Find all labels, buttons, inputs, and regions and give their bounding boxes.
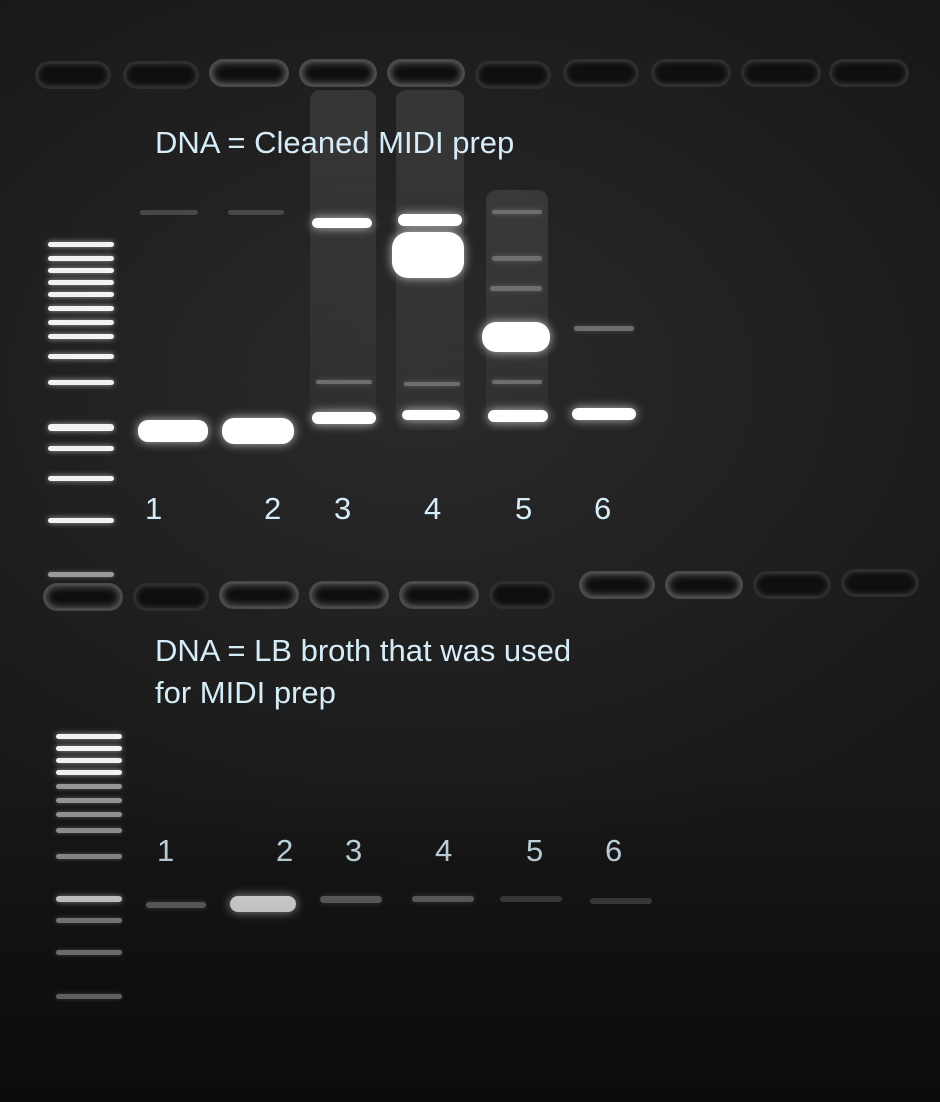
- band: [230, 896, 296, 912]
- ladder-band: [56, 734, 122, 739]
- ladder-band: [48, 268, 114, 273]
- band: [222, 418, 294, 444]
- bottom-lane-label-1: 1: [157, 833, 175, 868]
- ladder-band: [56, 994, 122, 999]
- well: [402, 584, 476, 606]
- ladder-band: [56, 770, 122, 775]
- bottom-lane-label-2: 2: [276, 833, 294, 868]
- band: [312, 218, 372, 228]
- top-lane-label-1: 1: [145, 491, 163, 526]
- top-lane-label-4: 4: [424, 491, 442, 526]
- band: [312, 412, 376, 424]
- band: [488, 410, 548, 422]
- well: [302, 62, 374, 84]
- ladder-band: [48, 518, 114, 523]
- top-lane-label-2: 2: [264, 491, 282, 526]
- well: [744, 62, 818, 84]
- top-lane-label-3: 3: [334, 491, 352, 526]
- top-lane-label-5: 5: [515, 491, 533, 526]
- well: [136, 586, 206, 608]
- well: [566, 62, 636, 84]
- ladder-band: [48, 320, 114, 325]
- ladder-band: [56, 828, 122, 833]
- bottom-lane-label-5: 5: [526, 833, 544, 868]
- well: [832, 62, 906, 84]
- well: [844, 572, 916, 594]
- top-lane-label-6: 6: [594, 491, 612, 526]
- band: [412, 896, 474, 902]
- ladder-band: [48, 424, 114, 431]
- ladder-band: [56, 854, 122, 859]
- smear: [486, 190, 548, 430]
- band: [146, 902, 206, 908]
- bottom-caption-line-1: DNA = LB broth that was used: [155, 633, 572, 668]
- band: [392, 232, 464, 278]
- band: [574, 326, 634, 331]
- ladder-band: [48, 476, 114, 481]
- smear: [310, 90, 376, 430]
- band: [572, 408, 636, 420]
- ladder-band: [48, 256, 114, 261]
- band: [490, 286, 542, 291]
- well: [492, 584, 552, 606]
- ladder-band: [48, 572, 114, 577]
- ladder-band: [56, 746, 122, 751]
- ladder-band: [48, 242, 114, 247]
- well: [654, 62, 728, 84]
- well: [756, 574, 828, 596]
- top-caption: DNA = Cleaned MIDI prep: [155, 125, 515, 160]
- ladder-band: [56, 784, 122, 789]
- band: [404, 382, 460, 386]
- band: [140, 210, 198, 215]
- band: [590, 898, 652, 904]
- band: [500, 896, 562, 902]
- band: [228, 210, 284, 215]
- ladder-band: [48, 354, 114, 359]
- band: [320, 896, 382, 903]
- ladder-band: [56, 896, 122, 902]
- well: [222, 584, 296, 606]
- well: [668, 574, 740, 596]
- band: [138, 420, 208, 442]
- ladder-band: [48, 306, 114, 311]
- band: [482, 322, 550, 352]
- ladder-band: [56, 950, 122, 955]
- well: [38, 64, 108, 86]
- bottom-lane-label-6: 6: [605, 833, 623, 868]
- ladder-band: [48, 446, 114, 451]
- well: [390, 62, 462, 84]
- ladder-band: [56, 812, 122, 817]
- bottom-caption-line-2: for MIDI prep: [155, 675, 336, 710]
- ladder-band: [56, 758, 122, 763]
- well: [478, 64, 548, 86]
- band: [492, 210, 542, 214]
- band: [402, 410, 460, 420]
- ladder-band: [48, 334, 114, 339]
- ladder-band: [48, 380, 114, 385]
- ladder-band: [56, 918, 122, 923]
- ladder-band: [56, 798, 122, 803]
- band: [316, 380, 372, 384]
- band: [492, 380, 542, 384]
- ladder-band: [48, 280, 114, 285]
- well: [46, 586, 120, 608]
- well: [212, 62, 286, 84]
- bottom-lane-label-3: 3: [345, 833, 363, 868]
- ladder-band: [48, 292, 114, 297]
- well: [312, 584, 386, 606]
- band: [398, 214, 462, 226]
- well: [582, 574, 652, 596]
- band: [492, 256, 542, 261]
- well: [126, 64, 196, 86]
- bottom-lane-label-4: 4: [435, 833, 453, 868]
